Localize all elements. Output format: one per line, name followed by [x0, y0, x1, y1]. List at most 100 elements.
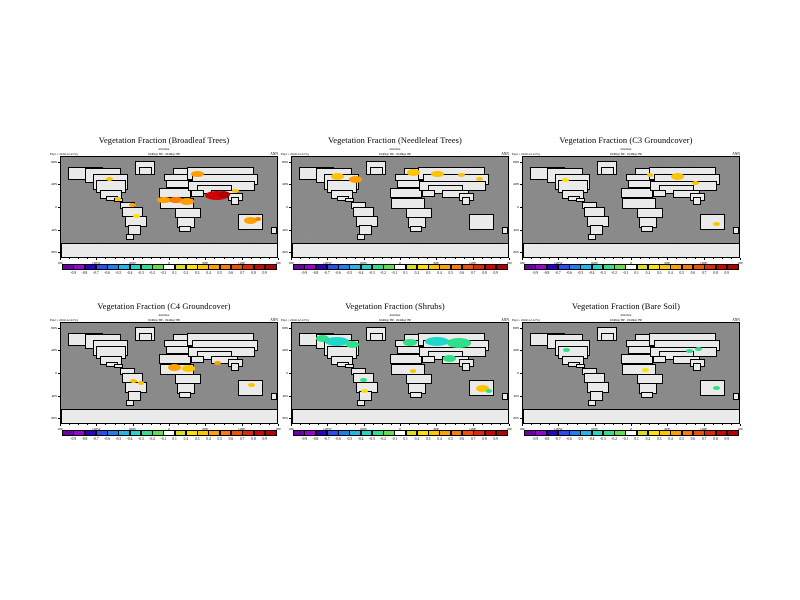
y-tick-label: 40N	[512, 182, 519, 187]
x-minor-tick	[87, 258, 88, 260]
landmass	[270, 393, 277, 401]
panel-subheader: Expt = climCo2-trcVg min/max 0240kyr BP - …	[510, 313, 742, 322]
colorbar-segment	[473, 264, 486, 270]
x-tick-label: 180	[737, 427, 743, 431]
x-tick-label: 120W	[92, 427, 101, 431]
colorbar-segment	[84, 430, 97, 436]
y-tick	[519, 229, 522, 231]
x-tick-label: 0	[630, 427, 632, 431]
x-minor-tick	[454, 258, 456, 260]
x-minor-tick	[345, 424, 347, 426]
x-tick-label: 0	[399, 427, 401, 431]
anomaly-patch	[361, 389, 368, 393]
landmass	[652, 189, 666, 197]
y-tick	[288, 350, 291, 351]
panel-subheader: Expt = climCo2-trcVg min/max 0240kyr BP - …	[48, 313, 280, 322]
experiment-label: Expt = climCo2-trcVg	[512, 151, 540, 156]
x-minor-tick	[327, 424, 328, 426]
x-tick-label: 60W	[129, 427, 137, 431]
colorbar-segment	[253, 264, 266, 270]
y-tick-label: 40S	[513, 393, 519, 398]
colorbar-segment	[428, 430, 440, 436]
landmass	[61, 243, 277, 257]
colorbar-tick-label: 0.6	[228, 270, 234, 275]
landmass	[114, 363, 123, 369]
colorbar-tick-label: -0.7	[92, 436, 99, 441]
x-minor-tick	[150, 258, 152, 260]
colorbar-tick-label: 0.1	[172, 270, 177, 275]
x-minor-tick	[178, 258, 179, 260]
colorbar-segment	[636, 264, 649, 270]
landmass	[628, 179, 653, 188]
y-tick-label: 0	[55, 205, 57, 209]
x-minor-tick	[159, 258, 161, 260]
x-minor-tick	[649, 424, 650, 426]
x-minor-tick	[205, 424, 206, 426]
y-tick-label: 40S	[51, 393, 57, 398]
colorbar-labels: -0.9 -0.8 -0.7 -0.6 -0.5 -0.4 -0.3 -0.2 -0.1 0.1 0…	[62, 437, 276, 444]
colorbar-segment	[704, 430, 717, 436]
anomaly-patch	[695, 346, 702, 351]
anomaly-patch	[216, 191, 230, 198]
x-minor-tick	[427, 258, 428, 260]
y-tick	[57, 229, 60, 231]
colorbar-labels: -0.9 -0.8 -0.7 -0.6 -0.5 -0.4 -0.3 -0.2 -0.1 0.1 0…	[62, 271, 276, 278]
landmass	[292, 243, 508, 257]
landmass	[700, 380, 725, 397]
y-tick-label: 40S	[51, 227, 57, 232]
x-tick-label: 180	[288, 261, 294, 265]
map-panel: Vegetation Fraction (Needleleaf Trees) Ex…	[279, 136, 512, 296]
x-minor-tick	[123, 424, 125, 426]
colorbar-segment	[625, 264, 638, 270]
landmass	[692, 196, 702, 205]
colorbar-segment	[95, 430, 108, 436]
x-minor-tick	[178, 424, 179, 426]
colorbar-segment	[614, 264, 626, 270]
colorbar-segment	[557, 264, 570, 270]
landmass	[178, 392, 191, 398]
colorbar-segment	[62, 430, 74, 436]
x-minor-tick	[187, 258, 188, 260]
panel-title: Vegetation Fraction (C4 Groundcover)	[97, 302, 231, 311]
y-tick-label: 40N	[50, 348, 57, 353]
x-minor-tick	[730, 258, 732, 260]
colorbar-segment	[681, 430, 694, 436]
x-minor-tick	[309, 258, 310, 260]
x-tick-label: 180	[737, 261, 743, 265]
anomaly-patch	[692, 180, 699, 185]
anomaly-patch	[670, 173, 685, 181]
colorbar-tick-label: 0.2	[645, 436, 651, 441]
x-minor-tick	[390, 424, 392, 426]
period-label: 0240kyr BP - 0240kyr BP	[609, 151, 643, 156]
colorbar-segment	[230, 264, 243, 270]
landmass	[700, 214, 725, 231]
x-minor-tick	[499, 258, 501, 260]
colorbar-labels: -0.9 -0.8 -0.7 -0.6 -0.5 -0.4 -0.3 -0.2 -0.1 0.1 0…	[524, 271, 738, 278]
y-tick-label: 80S	[513, 250, 519, 255]
x-minor-tick	[463, 424, 465, 426]
colorbar-tick-label: 0.5	[679, 436, 684, 441]
period-label: 0240kyr BP - 0240kyr BP	[378, 317, 412, 322]
colorbar-tick-label: -0.3	[368, 270, 375, 275]
x-minor-tick	[531, 258, 532, 260]
colorbar-tick-label: 0.5	[448, 436, 453, 441]
colorbar-tick-label: -0.2	[149, 436, 155, 441]
colorbar-segment	[394, 264, 407, 270]
colorbar-segment	[242, 430, 255, 436]
colorbar-segment	[360, 264, 373, 270]
landmass	[357, 399, 365, 407]
colorbar-tick-label: -0.8	[81, 270, 88, 275]
x-tick-label: 120W	[323, 261, 332, 265]
x-minor-tick	[381, 424, 383, 426]
colorbar-segment	[107, 430, 119, 436]
colorbar-segment	[73, 430, 86, 436]
colorbar-tick-label: -0.5	[577, 436, 584, 441]
x-minor-tick	[567, 424, 569, 426]
x-minor-tick	[187, 424, 188, 426]
landmass	[640, 226, 653, 232]
x-minor-tick	[640, 258, 641, 260]
colorbar-segment	[293, 430, 305, 436]
landmass	[576, 197, 585, 203]
colorbar-segment	[569, 264, 581, 270]
x-minor-tick	[259, 258, 261, 260]
